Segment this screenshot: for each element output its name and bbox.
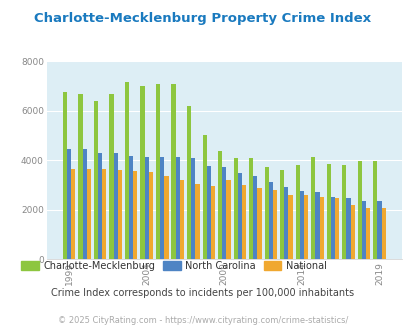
Bar: [341, 165, 345, 259]
Bar: [87, 169, 91, 259]
Bar: [233, 158, 237, 259]
Bar: [82, 149, 87, 259]
Bar: [98, 153, 102, 259]
Bar: [71, 169, 75, 259]
Bar: [140, 86, 144, 259]
Bar: [133, 171, 137, 259]
Bar: [288, 195, 292, 259]
Bar: [67, 149, 71, 259]
Bar: [237, 173, 241, 259]
Bar: [206, 166, 210, 259]
Bar: [257, 187, 261, 259]
Bar: [191, 158, 195, 259]
Bar: [226, 180, 230, 259]
Bar: [365, 208, 369, 259]
Bar: [117, 170, 121, 259]
Bar: [326, 164, 330, 259]
Bar: [160, 157, 164, 259]
Bar: [144, 157, 149, 259]
Text: Crime Index corresponds to incidents per 100,000 inhabitants: Crime Index corresponds to incidents per…: [51, 288, 354, 298]
Bar: [268, 182, 272, 259]
Bar: [361, 201, 365, 259]
Bar: [195, 183, 199, 259]
Bar: [279, 170, 284, 259]
Bar: [295, 166, 299, 259]
Bar: [381, 208, 385, 259]
Bar: [248, 158, 253, 259]
Bar: [171, 84, 175, 259]
Bar: [303, 195, 307, 259]
Bar: [345, 198, 350, 259]
Bar: [315, 192, 319, 259]
Bar: [253, 176, 257, 259]
Bar: [222, 168, 226, 259]
Bar: [129, 156, 133, 259]
Bar: [377, 201, 381, 259]
Bar: [372, 161, 377, 259]
Bar: [113, 153, 117, 259]
Bar: [187, 106, 191, 259]
Bar: [94, 101, 98, 259]
Bar: [202, 135, 206, 259]
Bar: [350, 205, 354, 259]
Bar: [357, 161, 361, 259]
Bar: [109, 94, 113, 259]
Bar: [78, 94, 82, 259]
Bar: [334, 198, 339, 259]
Bar: [156, 84, 160, 259]
Text: Charlotte-Mecklenburg Property Crime Index: Charlotte-Mecklenburg Property Crime Ind…: [34, 12, 371, 24]
Legend: Charlotte-Mecklenburg, North Carolina, National: Charlotte-Mecklenburg, North Carolina, N…: [21, 261, 326, 271]
Bar: [310, 157, 315, 259]
Bar: [272, 190, 277, 259]
Bar: [217, 150, 222, 259]
Bar: [164, 176, 168, 259]
Bar: [241, 185, 245, 259]
Bar: [125, 82, 129, 259]
Bar: [175, 157, 179, 259]
Bar: [264, 168, 268, 259]
Text: © 2025 CityRating.com - https://www.cityrating.com/crime-statistics/: © 2025 CityRating.com - https://www.city…: [58, 316, 347, 325]
Bar: [284, 187, 288, 259]
Bar: [102, 170, 106, 259]
Bar: [319, 197, 323, 259]
Bar: [330, 197, 334, 259]
Bar: [210, 186, 215, 259]
Bar: [299, 191, 303, 259]
Bar: [179, 180, 183, 259]
Bar: [149, 172, 153, 259]
Bar: [63, 92, 67, 259]
